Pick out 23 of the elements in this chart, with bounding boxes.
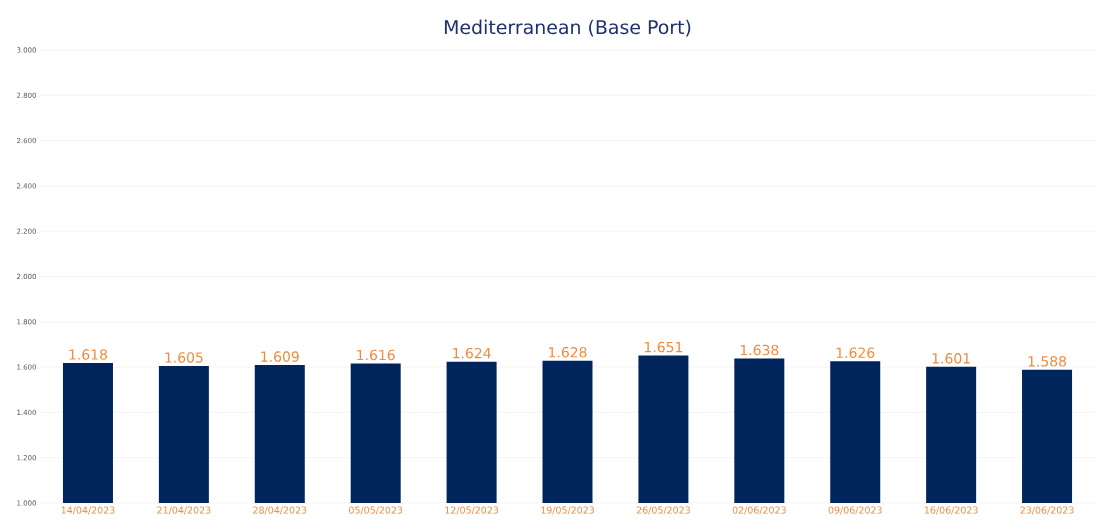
data-label: 1.605	[165, 352, 203, 363]
x-tick-label: 09/06/2023	[828, 506, 882, 515]
x-tick-label: 05/05/2023	[349, 506, 403, 515]
data-label: 1.638	[740, 344, 779, 356]
data-label: 1.628	[549, 346, 587, 358]
data-label: 1.626	[836, 347, 875, 358]
x-tick-label: 28/04/2023	[253, 506, 307, 515]
x-tick-label: 26/05/2023	[636, 506, 690, 515]
x-tick-label: 14/04/2023	[61, 506, 115, 515]
data-label: 1.609	[261, 351, 299, 362]
x-tick-label: 23/06/2023	[1020, 506, 1074, 515]
data-label: 1.651	[644, 341, 683, 353]
data-label: 1.588	[1028, 356, 1067, 367]
x-tick-label: 12/05/2023	[445, 506, 499, 515]
x-tick-label: 21/04/2023	[157, 506, 211, 515]
chart-title: Mediterranean (Base Port)	[444, 19, 691, 37]
data-label: 1.616	[357, 349, 395, 361]
data-label: 1.601	[932, 353, 970, 364]
x-tick-label: 16/06/2023	[924, 506, 978, 515]
data-label: 1.618	[69, 349, 107, 360]
x-tick-label: 19/05/2023	[541, 506, 595, 515]
data-label: 1.624	[453, 347, 491, 359]
x-tick-label: 02/06/2023	[732, 506, 786, 515]
